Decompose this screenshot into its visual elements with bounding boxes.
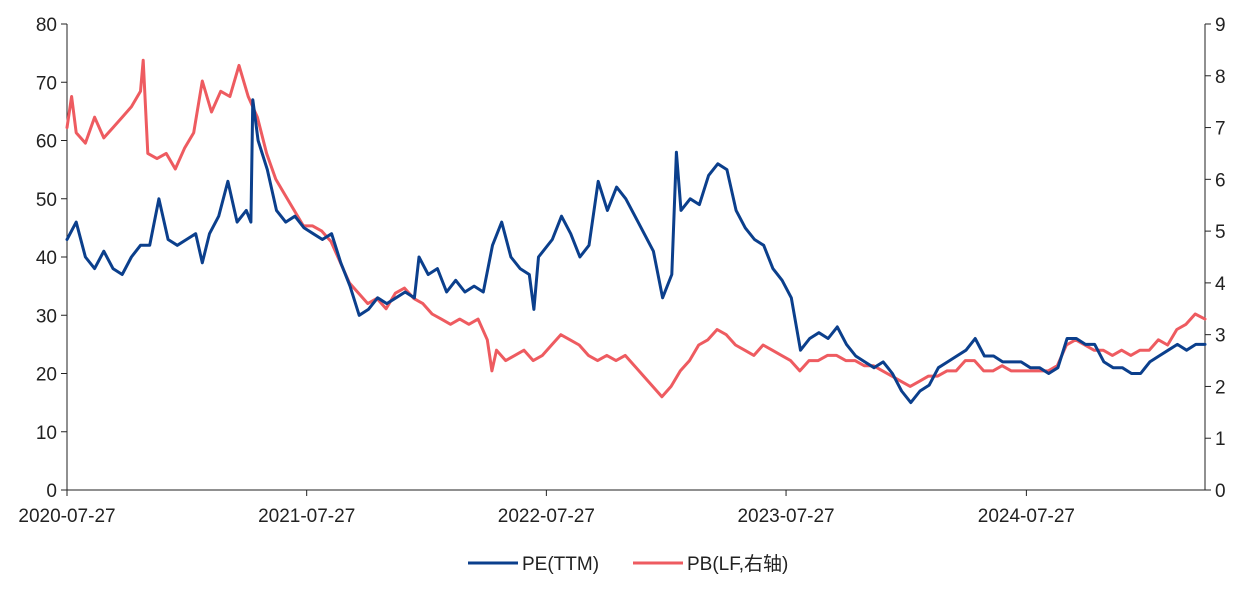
x-tick-label: 2022-07-27: [498, 506, 595, 527]
series-line-pb: [65, 58, 1207, 399]
right-tick-label: 1: [1215, 429, 1226, 450]
x-tick-label: 2020-07-27: [18, 506, 115, 527]
right-tick-label: 4: [1215, 274, 1226, 295]
right-tick-label: 6: [1215, 170, 1226, 191]
left-tick-label: 50: [36, 190, 57, 211]
left-tick-label: 40: [36, 248, 57, 269]
axes-group: 0 10 20 30 40 50 60 70 80 0 1 2 3 4 5 6 7 8 9 2020-07-27 202…: [18, 15, 1226, 527]
right-tick-label: 3: [1215, 326, 1226, 347]
legend-label-pb: PB(LF,右轴): [687, 553, 788, 575]
legend-label-pe: PE(TTM): [522, 554, 599, 575]
left-tick-label: 20: [36, 365, 57, 386]
x-tick-label: 2023-07-27: [737, 506, 834, 527]
right-tick-label: 7: [1215, 119, 1226, 140]
legend: PE(TTM) PB(LF,右轴): [468, 553, 788, 575]
left-tick-label: 30: [36, 306, 57, 327]
x-tick-label: 2021-07-27: [258, 506, 355, 527]
right-tick-label: 2: [1215, 377, 1226, 398]
left-tick-label: 60: [36, 132, 57, 153]
series-group: [65, 58, 1207, 405]
left-tick-label: 10: [36, 423, 57, 444]
x-tick-label: 2024-07-27: [978, 506, 1075, 527]
left-tick-label: 70: [36, 73, 57, 94]
series-line-pe: [65, 98, 1207, 405]
right-tick-label: 5: [1215, 222, 1226, 243]
right-tick-label: 0: [1215, 481, 1226, 502]
left-tick-label: 80: [36, 15, 57, 36]
left-tick-label: 0: [46, 481, 57, 502]
right-tick-label: 9: [1215, 15, 1226, 36]
right-tick-label: 8: [1215, 67, 1226, 88]
